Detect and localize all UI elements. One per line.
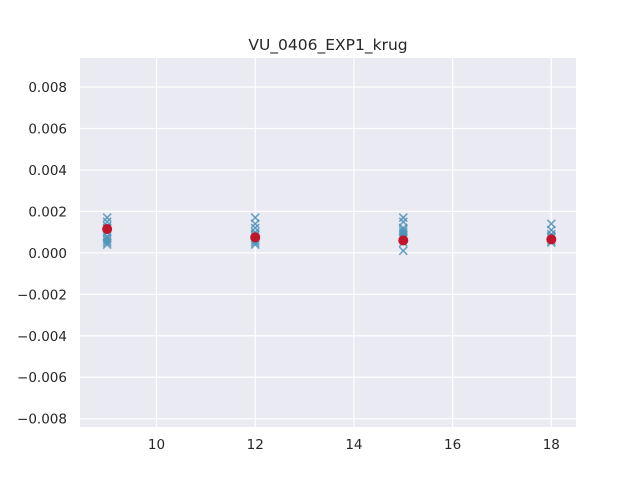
sample-point xyxy=(250,240,260,250)
y-tick-label: 0.008 xyxy=(28,80,67,96)
x-tick-label: 14 xyxy=(345,437,362,453)
sample-point xyxy=(102,240,112,250)
sample-point xyxy=(102,213,112,223)
y-tick-label: −0.008 xyxy=(17,412,67,428)
chart-title: VU_0406_EXP1_krug xyxy=(248,36,407,55)
sample-point xyxy=(250,219,260,229)
y-tick-label: −0.006 xyxy=(17,370,67,386)
data-points xyxy=(102,213,557,256)
y-tick-label: 0.000 xyxy=(28,246,67,262)
sample-point xyxy=(398,246,408,256)
x-tick-label: 16 xyxy=(444,437,461,453)
x-tick-label: 12 xyxy=(247,437,264,453)
x-tick-label: 10 xyxy=(148,437,165,453)
sample-point xyxy=(398,213,408,223)
x-axis: 10 12 14 16 18 xyxy=(148,437,560,453)
y-tick-label: −0.002 xyxy=(17,287,67,303)
y-tick-label: 0.004 xyxy=(28,163,67,179)
y-tick-label: −0.004 xyxy=(17,329,67,345)
y-tick-label: 0.002 xyxy=(28,204,67,220)
mean-point xyxy=(250,232,261,243)
y-tick-label: 0.006 xyxy=(28,121,67,137)
mean-point xyxy=(546,234,557,245)
sample-point xyxy=(102,237,112,248)
plot-area xyxy=(80,58,576,427)
sample-point xyxy=(102,235,112,245)
y-axis: −0.008 −0.006 −0.004 −0.002 0.000 0.002 0.004 0… xyxy=(17,80,67,428)
x-tick-label: 18 xyxy=(543,437,560,453)
mean-point xyxy=(102,224,113,235)
mean-point xyxy=(398,235,409,246)
